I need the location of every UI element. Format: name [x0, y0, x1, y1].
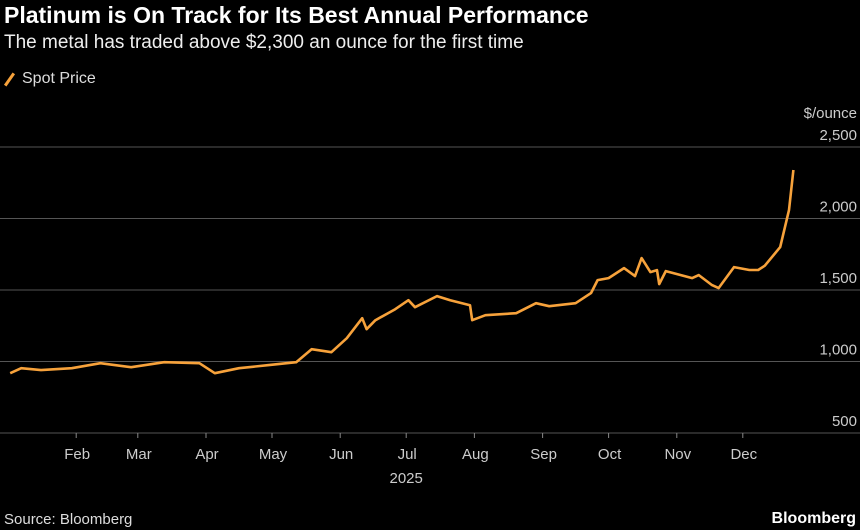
- chart-subtitle: The metal has traded above $2,300 an oun…: [4, 32, 524, 53]
- x-tick-label: Jul: [398, 446, 417, 463]
- x-tick-label: Oct: [598, 446, 622, 463]
- y-axis-unit: $/ounce: [804, 105, 857, 122]
- x-tick-label: May: [259, 446, 288, 463]
- x-tick-label: Feb: [64, 446, 90, 463]
- legend: Spot Price: [3, 70, 96, 88]
- spot-price-line: [9, 169, 795, 375]
- bloomberg-logo: Bloomberg: [771, 510, 856, 527]
- x-tick-label: Mar: [126, 446, 152, 463]
- y-tick-label: 2,000: [819, 199, 857, 216]
- x-tick-label: Jun: [329, 446, 353, 463]
- x-year-label: 2025: [390, 470, 423, 487]
- x-tick-label: Aug: [462, 446, 489, 463]
- x-tick-label: Sep: [530, 446, 557, 463]
- x-tick-label: Nov: [664, 446, 691, 463]
- y-tick-label: 1,000: [819, 342, 857, 359]
- y-tick-label: 2,500: [819, 127, 857, 144]
- chart-title: Platinum is On Track for Its Best Annual…: [4, 2, 589, 28]
- y-tick-label: 1,500: [819, 270, 857, 287]
- x-tick-label: Apr: [195, 446, 218, 463]
- source-note: Source: Bloomberg: [4, 511, 133, 528]
- x-tick-label: Dec: [730, 446, 757, 463]
- y-tick-label: 500: [832, 413, 857, 430]
- legend-label: Spot Price: [22, 70, 96, 87]
